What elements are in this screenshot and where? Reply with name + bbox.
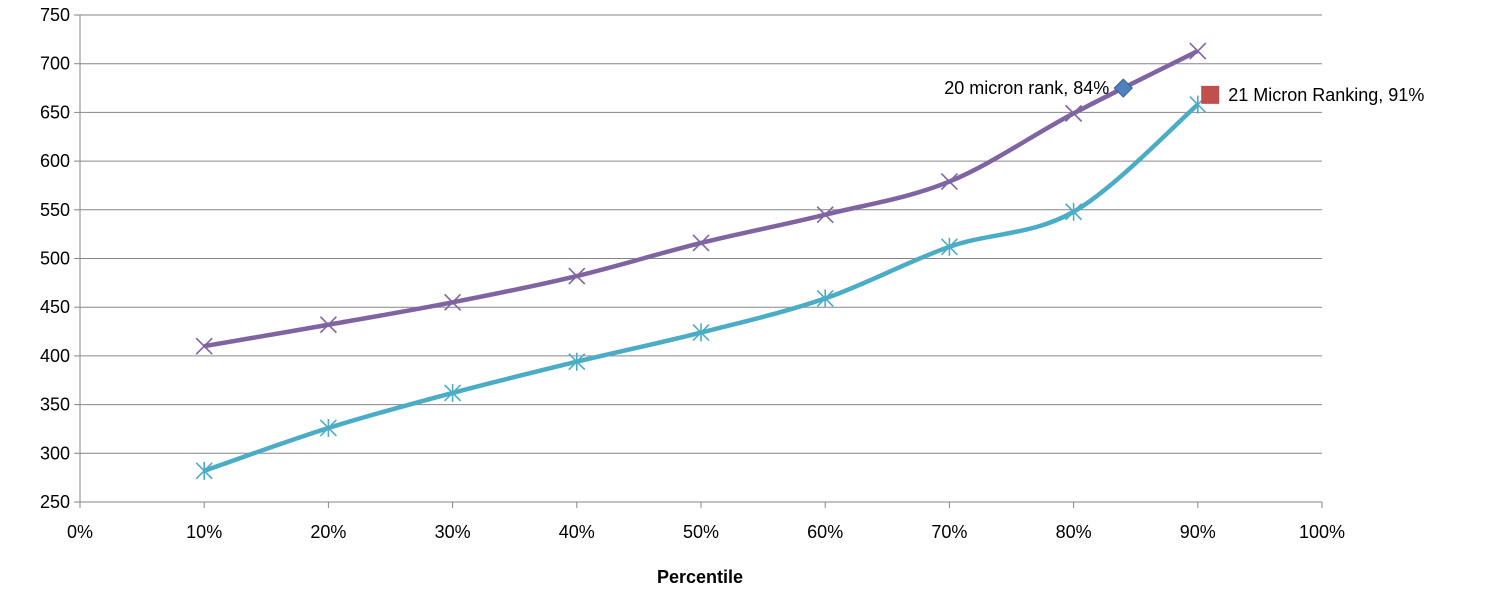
series-1-marker <box>692 234 710 252</box>
x-tick-label: 20% <box>310 522 346 542</box>
series-2-marker <box>195 461 213 480</box>
point-label-1: 20 micron rank, 84% <box>944 78 1109 98</box>
gridlines <box>80 14 1322 503</box>
series-1-marker <box>568 267 586 285</box>
series-2-marker <box>568 352 586 371</box>
series-1-marker <box>1065 104 1083 122</box>
x-tick-label: 40% <box>559 522 595 542</box>
y-tick-label: 300 <box>40 443 70 463</box>
x-tick-label: 70% <box>931 522 967 542</box>
y-tick-label: 400 <box>40 346 70 366</box>
series-2-marker <box>816 289 834 308</box>
y-tick-label: 700 <box>40 54 70 74</box>
series-2-marker <box>319 418 337 437</box>
axes: 250 300 350 400 450 500 550 600 650 700 750 0% 10% 20… <box>40 5 1345 542</box>
x-tick-label: 30% <box>435 522 471 542</box>
series-1-marker <box>1189 42 1207 60</box>
x-tick-label: 10% <box>186 522 222 542</box>
point-label-2: 21 Micron Ranking, 91% <box>1228 85 1424 105</box>
series-line-2 <box>203 102 1200 473</box>
x-tick-label: 0% <box>67 522 93 542</box>
series-2-marker <box>1065 202 1083 221</box>
y-tick-label: 650 <box>40 102 70 122</box>
y-tick-label: 550 <box>40 200 70 220</box>
series-lines <box>195 42 1207 480</box>
series-1-marker <box>195 337 213 355</box>
y-tick-label: 250 <box>40 492 70 512</box>
x-tick-label: 80% <box>1056 522 1092 542</box>
series-1-marker <box>319 316 337 334</box>
x-tick-label: 60% <box>807 522 843 542</box>
point-marker-diamond <box>1113 78 1133 98</box>
y-tick-label: 500 <box>40 249 70 269</box>
y-tick-label: 350 <box>40 395 70 415</box>
series-2-marker <box>940 237 958 256</box>
x-tick-label: 100% <box>1299 522 1345 542</box>
y-tick-label: 450 <box>40 297 70 317</box>
series-2-marker <box>692 323 710 342</box>
series-1-marker <box>816 206 834 224</box>
series-2-marker <box>444 383 462 402</box>
point-marker-square <box>1201 85 1220 104</box>
y-tick-label: 750 <box>40 5 70 25</box>
highlight-points: 20 micron rank, 84% 21 Micron Ranking, 91… <box>944 78 1424 105</box>
x-tick-label: 90% <box>1180 522 1216 542</box>
x-tick-label: 50% <box>683 522 719 542</box>
series-1-marker <box>444 293 462 311</box>
series-1-marker <box>940 172 958 191</box>
y-tick-label: 600 <box>40 151 70 171</box>
x-axis-title: Percentile <box>657 567 743 587</box>
